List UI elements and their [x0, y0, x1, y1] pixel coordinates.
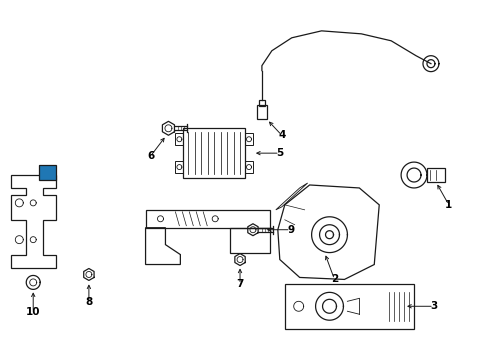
Text: 4: 4 — [278, 130, 286, 140]
Bar — [259, 100, 265, 107]
Text: 9: 9 — [287, 225, 294, 235]
Text: 6: 6 — [147, 151, 154, 161]
Text: 8: 8 — [85, 297, 93, 307]
Bar — [427, 168, 445, 182]
Bar — [245, 161, 253, 173]
Text: 10: 10 — [26, 307, 41, 317]
Bar — [39, 165, 56, 180]
Bar — [175, 133, 183, 145]
Bar — [245, 133, 253, 145]
Text: 5: 5 — [276, 148, 283, 158]
Text: 3: 3 — [430, 301, 438, 311]
Bar — [285, 284, 414, 329]
Bar — [39, 165, 56, 180]
Bar — [175, 161, 183, 173]
Bar — [257, 105, 267, 120]
Bar — [183, 128, 245, 178]
Text: 7: 7 — [236, 279, 244, 289]
Bar — [146, 210, 270, 228]
Bar — [230, 228, 270, 253]
Text: 1: 1 — [445, 200, 452, 210]
Text: 2: 2 — [331, 274, 338, 284]
